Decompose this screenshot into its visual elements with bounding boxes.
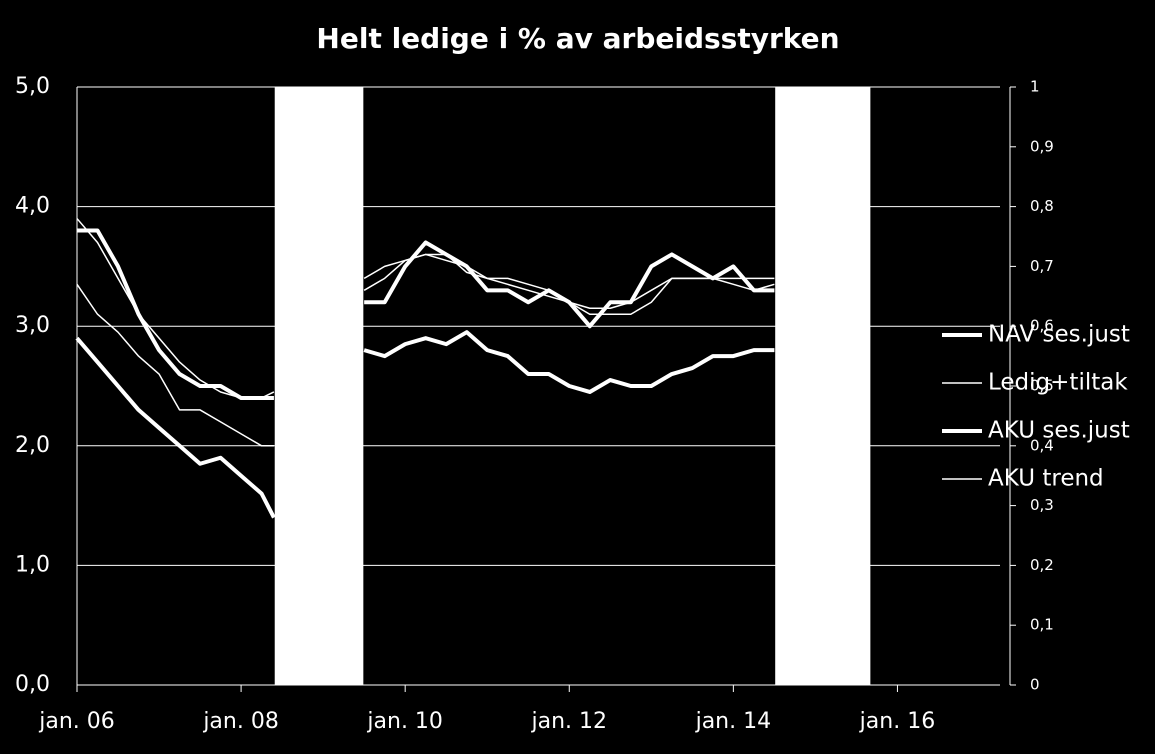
y2-tick-label: 0,3 (1030, 496, 1054, 514)
y-tick-label: 2,0 (15, 433, 50, 458)
line-series (77, 228, 775, 400)
y2-tick-label: 0,1 (1030, 616, 1054, 634)
y2-tick-label: 0,9 (1030, 137, 1054, 155)
y-tick-label: 0,0 (15, 672, 50, 697)
y-tick-label: 5,0 (15, 74, 50, 99)
legend-label: AKU ses.just (988, 418, 1130, 444)
y2-tick-label: 0,6 (1030, 317, 1054, 335)
y2-tick-label: 0,8 (1030, 197, 1054, 215)
x-tick-label: jan. 10 (366, 709, 443, 734)
line-series (75, 330, 775, 519)
y2-tick-label: 0,2 (1030, 556, 1054, 574)
x-tick-label: jan. 06 (38, 709, 115, 734)
legend-label: Ledig+tiltak (988, 370, 1128, 396)
chart-title: Helt ledige i % av arbeidsstyrken (316, 22, 839, 55)
shaded-band (274, 87, 364, 685)
y-tick-label: 4,0 (15, 194, 50, 219)
y2-tick-label: 0,4 (1030, 436, 1054, 454)
x-tick-label: jan. 14 (695, 709, 772, 734)
y-tick-label: 3,0 (15, 313, 50, 338)
y2-tick-label: 1 (1030, 78, 1040, 96)
line-series (76, 253, 775, 447)
x-tick-label: jan. 16 (859, 709, 936, 734)
shaded-band (775, 87, 871, 685)
y2-tick-label: 0 (1030, 676, 1040, 694)
y2-tick-label: 0,5 (1030, 377, 1054, 395)
y-tick-label: 1,0 (15, 552, 50, 577)
x-tick-label: jan. 08 (202, 709, 279, 734)
legend-label: AKU trend (988, 466, 1104, 492)
y2-tick-label: 0,7 (1030, 257, 1054, 275)
line-series (76, 218, 775, 399)
legend-label: NAV ses.just (988, 322, 1130, 348)
x-tick-label: jan. 12 (531, 709, 608, 734)
